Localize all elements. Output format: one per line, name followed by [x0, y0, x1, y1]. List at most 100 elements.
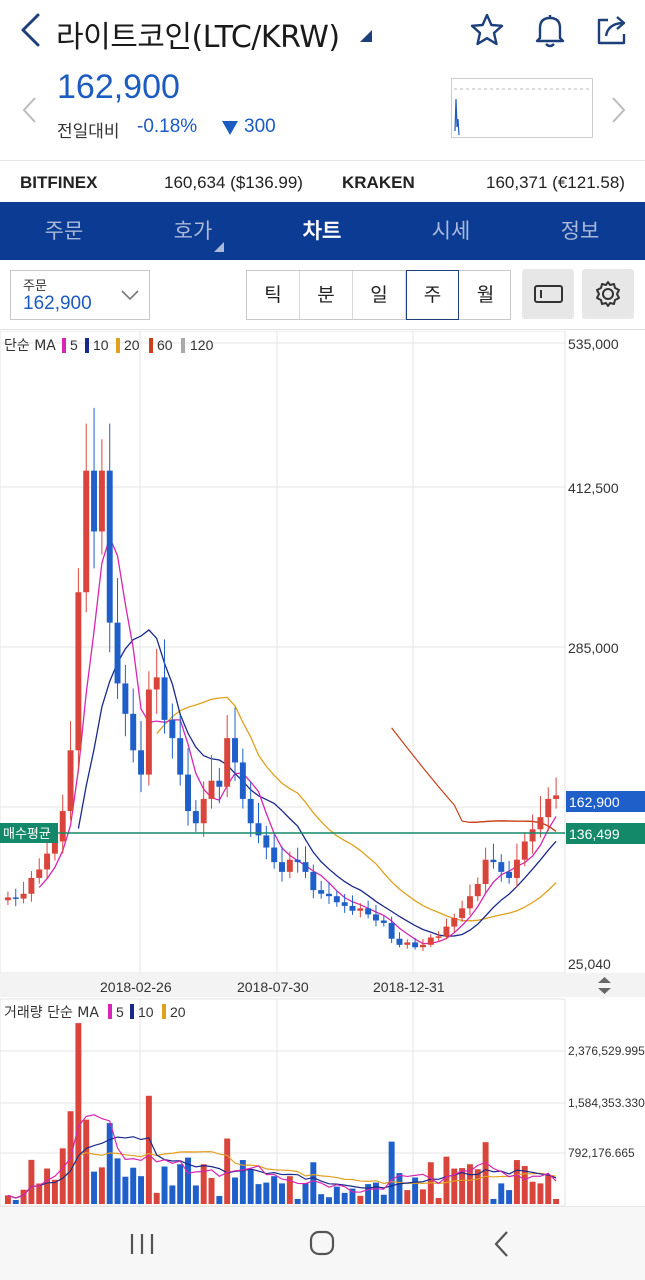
period-week-button[interactable]: 주	[406, 270, 459, 320]
volume-bar	[286, 1176, 293, 1204]
ma120-label: 120	[190, 337, 214, 353]
volume-bar	[537, 1183, 544, 1204]
candle-body	[232, 738, 238, 763]
candle-body	[153, 677, 160, 690]
candlestick-chart[interactable]: 단순 MA 5 10 20 60 120 매수평균 535,000 412,50…	[0, 331, 645, 1206]
tab-chart[interactable]: 차트	[302, 219, 342, 243]
candle-body	[365, 908, 372, 915]
ma120-swatch	[181, 338, 185, 353]
order-price-select[interactable]: 주문 162,900	[10, 270, 150, 320]
back-arrow-icon[interactable]	[14, 10, 48, 50]
vol-y-tick-label: 792,176.665	[568, 1146, 635, 1160]
candle-body	[83, 470, 90, 593]
ma10-line	[77, 629, 557, 937]
vol-ma20-swatch	[162, 1004, 166, 1019]
period-minute-button[interactable]: 분	[300, 271, 353, 319]
vol-ma20-line	[7, 1151, 557, 1199]
ma10-swatch	[85, 338, 89, 353]
candle-body	[459, 908, 466, 919]
y-tick-label: 412,500	[568, 480, 619, 496]
home-icon[interactable]	[302, 1227, 342, 1261]
volume-bar	[177, 1164, 184, 1204]
tab-orderbook[interactable]: 호가	[173, 219, 213, 243]
tab-order[interactable]: 주문	[44, 219, 84, 243]
panel-resize-handle-icon[interactable]	[598, 977, 611, 994]
x-tick-label: 2018-07-30	[237, 979, 309, 995]
candle-body	[333, 896, 340, 903]
vol-ma5-line	[7, 1114, 557, 1199]
x-tick-label: 2018-02-26	[100, 979, 172, 995]
volume-bar	[326, 1197, 332, 1204]
chart-controls: 주문 162,900 틱 분 일 주 월	[0, 262, 645, 330]
volume-bar	[200, 1164, 207, 1204]
volume-bar	[513, 1160, 520, 1204]
mini-price-chart[interactable]	[451, 78, 593, 138]
back-icon[interactable]	[482, 1227, 522, 1261]
volume-bar	[372, 1182, 379, 1204]
bell-icon[interactable]	[530, 10, 570, 50]
title-dropdown-icon[interactable]	[358, 30, 372, 42]
tab-info[interactable]: 정보	[560, 219, 600, 243]
recent-apps-icon[interactable]	[122, 1227, 162, 1261]
page-title: 라이트코인(LTC/KRW)	[56, 20, 340, 55]
y-tick-label: 285,000	[568, 640, 619, 656]
next-coin-icon[interactable]	[606, 92, 630, 128]
volume-bar	[521, 1166, 528, 1204]
ma20-line	[156, 696, 557, 922]
volume-bar	[341, 1192, 348, 1204]
chart-settings-button[interactable]	[582, 269, 634, 319]
volume-bar	[318, 1194, 325, 1204]
period-day-button[interactable]: 일	[353, 271, 406, 319]
chart-panel-toggle-button[interactable]	[522, 269, 574, 319]
star-icon[interactable]	[467, 10, 507, 50]
candle-body	[451, 918, 458, 927]
candle-body	[122, 683, 129, 714]
volume-bar	[106, 1123, 113, 1204]
tab-market-price[interactable]: 시세	[431, 219, 471, 243]
vol-ma5-label: 5	[116, 1004, 124, 1020]
candle-body	[130, 713, 137, 751]
avg-price-tag-label: 매수평균	[3, 827, 51, 842]
share-icon[interactable]	[592, 10, 632, 50]
volume-bar	[161, 1166, 168, 1204]
x-tick-label: 2018-12-31	[373, 979, 445, 995]
candle-body	[341, 902, 348, 906]
candle-body	[247, 798, 254, 824]
volume-bar	[451, 1168, 458, 1204]
panel-icon	[534, 285, 563, 303]
volume-bar	[333, 1186, 340, 1204]
avg-price-tag	[0, 823, 58, 843]
ma60-label: 60	[157, 337, 173, 353]
order-select-value: 162,900	[23, 293, 92, 314]
candle-body	[28, 877, 35, 894]
vol-y-tick-label: 1,584,353.330	[568, 1096, 645, 1110]
ma60-swatch	[149, 338, 153, 353]
volume-bar	[357, 1195, 364, 1204]
previous-coin-icon[interactable]	[18, 92, 42, 128]
tab-dropdown-corner-icon	[214, 242, 224, 252]
volume-bar	[263, 1182, 270, 1204]
chevron-down-icon	[121, 290, 139, 301]
price-summary: 162,900 전일대비 -0.18% 300	[0, 62, 645, 160]
candle-body	[357, 908, 364, 911]
candle-body	[498, 862, 505, 872]
period-month-button[interactable]: 월	[476, 284, 495, 306]
period-tick-button[interactable]: 틱	[247, 271, 300, 319]
volume-bar	[51, 1179, 58, 1204]
ma20-swatch	[116, 338, 120, 353]
volume-bar	[388, 1141, 395, 1204]
volume-bar	[36, 1183, 43, 1204]
y-tick-label: 25,040	[568, 956, 611, 972]
volume-bar	[208, 1177, 215, 1204]
volume-bar	[169, 1185, 176, 1204]
candle-body	[138, 750, 145, 775]
candle-body	[443, 926, 450, 937]
vol-ma10-label: 10	[138, 1004, 154, 1020]
volume-bar	[4, 1195, 11, 1204]
candle-body	[255, 823, 262, 836]
candle-body	[239, 762, 246, 799]
volume-bar	[412, 1177, 419, 1204]
chart-area[interactable]: 단순 MA 5 10 20 60 120 매수평균 535,000 412,50…	[0, 331, 645, 1206]
system-nav-bar	[0, 1206, 645, 1280]
ma5-swatch	[62, 338, 66, 353]
